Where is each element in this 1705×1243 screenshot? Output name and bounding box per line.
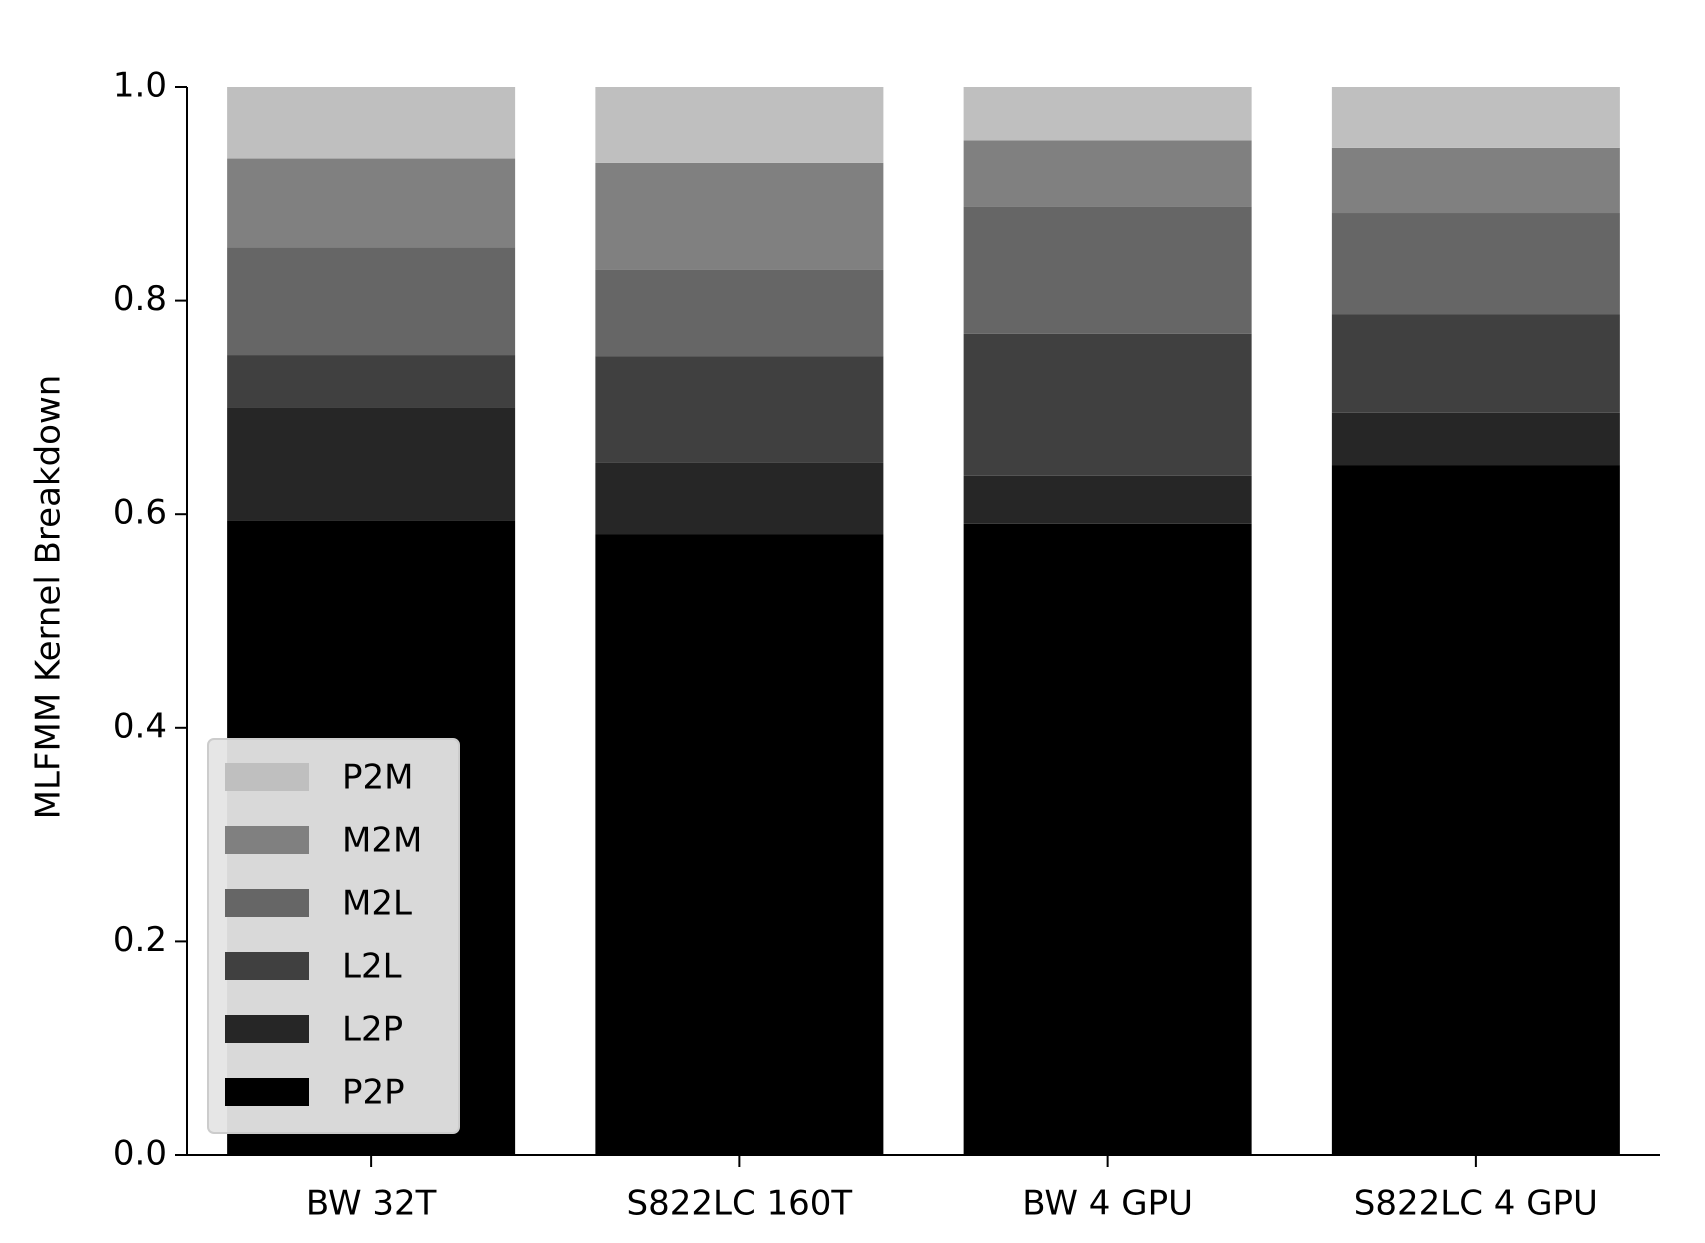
y-tick-label: 0.4 [113, 706, 167, 746]
bar-segment [1331, 412, 1620, 466]
bar-segment [227, 407, 516, 521]
bar-segment [595, 462, 884, 535]
y-tick-label: 1.0 [113, 66, 167, 106]
legend-swatch [225, 763, 309, 791]
x-tick-label: S822LC 160T [627, 1184, 853, 1224]
bar-segment [1331, 314, 1620, 413]
legend-swatch [225, 952, 309, 980]
bar-segment [963, 140, 1252, 207]
x-tick-label: BW 32T [306, 1184, 437, 1224]
x-tick-label: S822LC 4 GPU [1354, 1184, 1598, 1224]
legend-swatch [225, 1015, 309, 1043]
bar-segment [595, 162, 884, 270]
legend-box [207, 738, 460, 1134]
legend-label: M2M [342, 821, 422, 861]
bar-segment [1331, 87, 1620, 148]
legend-swatch [225, 1078, 309, 1106]
bar-segment [595, 356, 884, 463]
bar-segment [227, 158, 516, 248]
bar-segment [963, 87, 1252, 141]
y-tick-label: 0.0 [113, 1134, 167, 1174]
y-axis-label: MLFMM Kernel Breakdown [29, 375, 69, 820]
bar-segment [227, 87, 516, 159]
legend-swatch [225, 826, 309, 854]
y-tick-label: 0.8 [113, 279, 167, 319]
bar-segment [963, 206, 1252, 334]
legend-swatch [225, 889, 309, 917]
legend-label: L2L [342, 947, 402, 987]
y-tick-label: 0.2 [113, 920, 167, 960]
bar-segment [1331, 465, 1620, 1155]
bar-segment [595, 534, 884, 1155]
legend-label: P2P [342, 1073, 405, 1113]
legend-label: L2P [342, 1010, 403, 1050]
legend-label: M2L [342, 884, 412, 924]
y-tick-label: 0.6 [113, 493, 167, 533]
bar-segment [227, 247, 516, 356]
bar-segment [227, 355, 516, 408]
bar-segment [1331, 147, 1620, 214]
bar-segment [963, 475, 1252, 524]
x-tick-label: BW 4 GPU [1022, 1184, 1193, 1224]
bar-segment [1331, 213, 1620, 315]
bar-segment [595, 269, 884, 357]
bar-segment [963, 523, 1252, 1155]
bar-segment [963, 333, 1252, 476]
legend-label: P2M [342, 758, 413, 798]
bar-segment [595, 87, 884, 163]
